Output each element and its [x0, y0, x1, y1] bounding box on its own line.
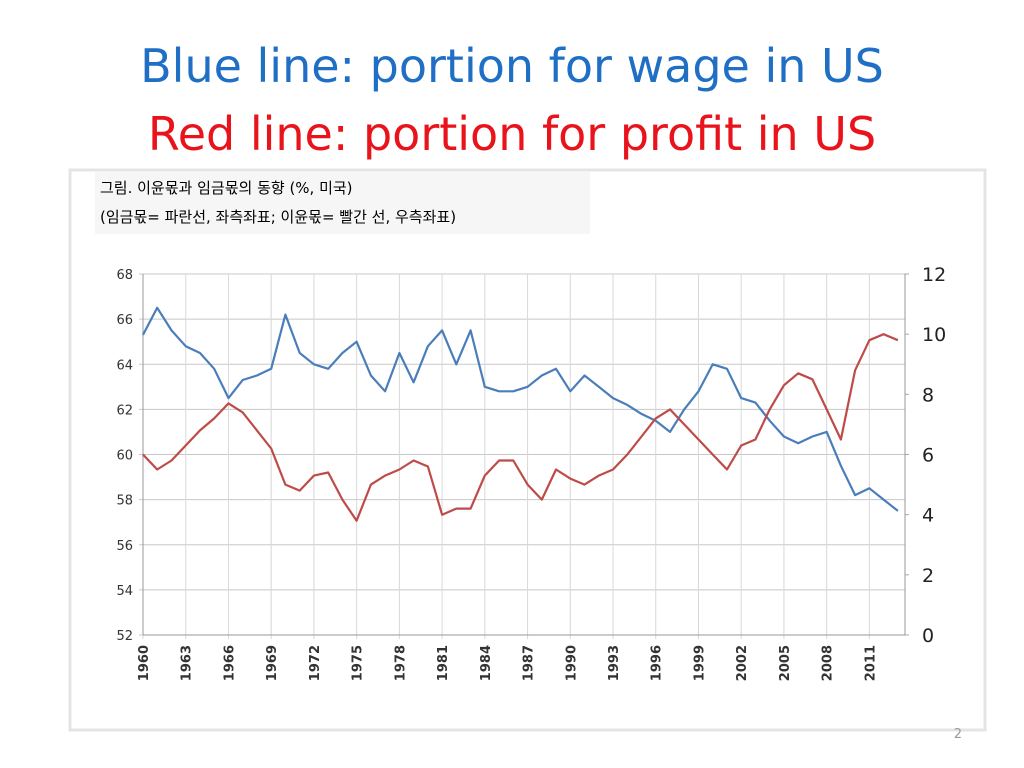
x-tick-label: 1978	[393, 645, 408, 681]
y2-tick-label: 4	[922, 505, 934, 527]
data-line	[142, 306, 899, 512]
y2-tick-label: 12	[922, 264, 946, 286]
y2-tick-label: 0	[922, 625, 934, 647]
x-tick-label: 1999	[692, 645, 707, 681]
x-tick-label: 1996	[650, 645, 665, 681]
x-tick-label: 1966	[222, 645, 237, 681]
x-tick-label: 2002	[735, 645, 750, 681]
slide-title-line: Blue line: portion for wage in US	[140, 39, 884, 93]
y2-tick-label: 6	[922, 445, 934, 467]
x-tick-label: 1990	[564, 645, 579, 681]
page-number: 2	[954, 727, 962, 742]
x-tick-label: 1972	[308, 645, 323, 681]
x-tick-label: 1981	[436, 645, 451, 681]
y-tick-label: 56	[116, 539, 133, 554]
y2-tick-label: 10	[922, 324, 946, 346]
x-tick-label: 2008	[821, 645, 836, 681]
x-tick-label: 1975	[351, 645, 366, 681]
y-tick-label: 62	[116, 403, 133, 418]
x-tick-label: 1987	[522, 645, 537, 681]
x-tick-label: 1993	[607, 645, 622, 681]
x-tick-label: 1984	[479, 645, 494, 681]
y2-tick-label: 2	[922, 565, 934, 587]
caption-box	[95, 172, 590, 234]
data-line	[142, 333, 899, 522]
y-tick-label: 54	[116, 584, 133, 599]
y-tick-label: 64	[116, 358, 133, 373]
y-tick-label: 52	[116, 629, 133, 644]
y-tick-label: 66	[116, 313, 133, 328]
y-tick-label: 68	[116, 268, 133, 283]
slide-title-line: Red line: portion for profit in US	[148, 107, 876, 161]
x-tick-label: 1969	[265, 645, 280, 681]
y-tick-label: 58	[116, 494, 133, 509]
x-tick-label: 1963	[180, 645, 195, 681]
chart-title: 그림. 이윤몫과 임금몫의 동향 (%, 미국)	[100, 179, 353, 197]
chart-subtitle: (임금몫= 파란선, 좌측좌표; 이윤몫= 빨간 선, 우측좌표)	[100, 208, 456, 226]
y-tick-label: 60	[116, 449, 133, 464]
x-tick-label: 2011	[863, 645, 878, 681]
x-tick-label: 1960	[137, 645, 152, 681]
x-tick-label: 2005	[778, 645, 793, 681]
y2-tick-label: 8	[922, 384, 934, 406]
